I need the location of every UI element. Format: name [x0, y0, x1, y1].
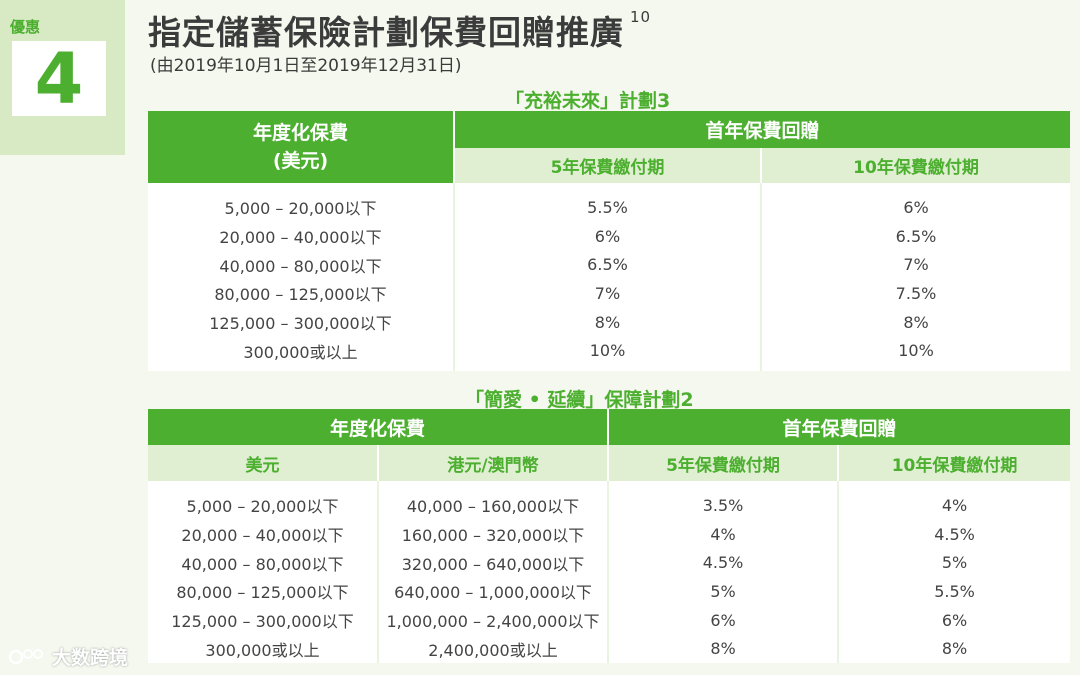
rebate-10yr-cell: 5%	[837, 548, 1071, 578]
page-title: 指定儲蓄保險計劃保費回贈推廣 10	[148, 6, 651, 54]
plan2-premium-header: 年度化保費	[148, 409, 609, 445]
watermark-text: 大数跨境	[52, 647, 129, 669]
plan1-title: 「充裕未來」計劃3	[505, 90, 671, 112]
table-row: 40,000 – 80,000以下 6.5% 7%	[148, 250, 1071, 280]
rebate-10yr-cell: 5.5%	[837, 577, 1071, 606]
hkd-cell: 160,000 – 320,000以下	[376, 519, 609, 549]
premium-cell: 300,000或以上	[148, 336, 454, 366]
table-row: 5,000 – 20,000以下 5.5% 6%	[148, 193, 1071, 222]
usd-cell: 300,000或以上	[148, 634, 378, 664]
rebate-10yr-cell: 7%	[759, 250, 1071, 280]
hkd-cell: 40,000 – 160,000以下	[376, 491, 609, 520]
plan1-rebate-header: 首年保費回贈	[452, 111, 1071, 148]
promotion-period: (由2019年10月1日至2019年12月31日)	[150, 56, 462, 76]
plan2-col-5yr: 5年保費繳付期	[607, 445, 839, 481]
brand-logo-icon	[8, 648, 43, 664]
plan1-rebate-table: 年度化保費 (美元) 首年保費回贈 5年保費繳付期 10年保費繳付期 5,000…	[148, 111, 1071, 372]
offer-label: 優惠	[10, 18, 41, 36]
rebate-10yr-cell: 7.5%	[759, 279, 1071, 308]
offer-number-box: 4	[12, 41, 106, 116]
plan1-premium-header: 年度化保費 (美元)	[148, 111, 454, 183]
rebate-5yr-cell: 10%	[453, 336, 761, 366]
table-row: 80,000 – 125,000以下 640,000 – 1,000,000以下…	[148, 577, 1071, 606]
rebate-5yr-cell: 7%	[453, 279, 761, 308]
rebate-5yr-cell: 5.5%	[453, 193, 761, 222]
premium-cell: 80,000 – 125,000以下	[148, 279, 454, 308]
plan2-col-hkd: 港元/澳門幣	[376, 445, 609, 481]
table-row: 125,000 – 300,000以下 8% 8%	[148, 307, 1071, 337]
table-row: 40,000 – 80,000以下 320,000 – 640,000以下 4.…	[148, 548, 1071, 578]
hkd-cell: 320,000 – 640,000以下	[376, 548, 609, 578]
rebate-10yr-cell: 6%	[759, 193, 1071, 222]
rebate-5yr-cell: 3.5%	[607, 491, 839, 520]
usd-cell: 40,000 – 80,000以下	[148, 548, 378, 578]
premium-cell: 20,000 – 40,000以下	[148, 221, 454, 251]
premium-cell: 125,000 – 300,000以下	[148, 307, 454, 337]
rebate-5yr-cell: 6%	[453, 221, 761, 251]
plan1-col-10yr: 10年保費繳付期	[759, 148, 1071, 183]
rebate-5yr-cell: 8%	[607, 634, 839, 664]
plan1-premium-header-label: 年度化保費	[252, 122, 348, 144]
hkd-cell: 1,000,000 – 2,400,000以下	[376, 605, 609, 635]
table-row: 300,000或以上 10% 10%	[148, 336, 1071, 366]
rebate-10yr-cell: 4.5%	[837, 519, 1071, 549]
plan2-rebate-table: 年度化保費 首年保費回贈 美元 港元/澳門幣 5年保費繳付期 10年保費繳付期 …	[148, 409, 1071, 664]
rebate-10yr-cell: 8%	[837, 634, 1071, 664]
table-row: 20,000 – 40,000以下 160,000 – 320,000以下 4%…	[148, 519, 1071, 549]
rebate-10yr-cell: 8%	[759, 307, 1071, 337]
premium-cell: 40,000 – 80,000以下	[148, 250, 454, 280]
table-row: 20,000 – 40,000以下 6% 6.5%	[148, 221, 1071, 251]
table-row: 300,000或以上 2,400,000或以上 8% 8%	[148, 634, 1071, 664]
plan2-col-usd: 美元	[148, 445, 378, 481]
usd-cell: 5,000 – 20,000以下	[148, 491, 378, 520]
table-row: 125,000 – 300,000以下 1,000,000 – 2,400,00…	[148, 605, 1071, 635]
rebate-5yr-cell: 6%	[607, 605, 839, 635]
usd-cell: 20,000 – 40,000以下	[148, 519, 378, 549]
rebate-5yr-cell: 8%	[453, 307, 761, 337]
premium-cell: 5,000 – 20,000以下	[148, 193, 454, 222]
usd-cell: 80,000 – 125,000以下	[148, 577, 378, 606]
rebate-10yr-cell: 6%	[837, 605, 1071, 635]
hkd-cell: 640,000 – 1,000,000以下	[376, 577, 609, 606]
hkd-cell: 2,400,000或以上	[376, 634, 609, 664]
title-footnote: 10	[630, 8, 652, 26]
rebate-5yr-cell: 5%	[607, 577, 839, 606]
table-row: 80,000 – 125,000以下 7% 7.5%	[148, 279, 1071, 308]
page-title-text: 指定儲蓄保險計劃保費回贈推廣	[148, 13, 624, 52]
offer-number: 4	[34, 37, 84, 120]
plan2-rebate-header: 首年保費回贈	[607, 409, 1071, 445]
plan1-col-5yr: 5年保費繳付期	[453, 148, 761, 183]
usd-cell: 125,000 – 300,000以下	[148, 605, 378, 635]
plan1-premium-header-unit: (美元)	[272, 150, 329, 172]
rebate-5yr-cell: 4.5%	[607, 548, 839, 578]
plan2-col-10yr: 10年保費繳付期	[837, 445, 1071, 481]
rebate-10yr-cell: 6.5%	[759, 221, 1071, 251]
rebate-10yr-cell: 4%	[837, 491, 1071, 520]
watermark: 大数跨境	[8, 643, 128, 670]
rebate-10yr-cell: 10%	[759, 336, 1071, 366]
rebate-5yr-cell: 4%	[607, 519, 839, 549]
table-row: 5,000 – 20,000以下 40,000 – 160,000以下 3.5%…	[148, 491, 1071, 520]
plan2-title: 「簡愛 • 延續」保障計劃2	[465, 389, 694, 411]
rebate-5yr-cell: 6.5%	[453, 250, 761, 280]
